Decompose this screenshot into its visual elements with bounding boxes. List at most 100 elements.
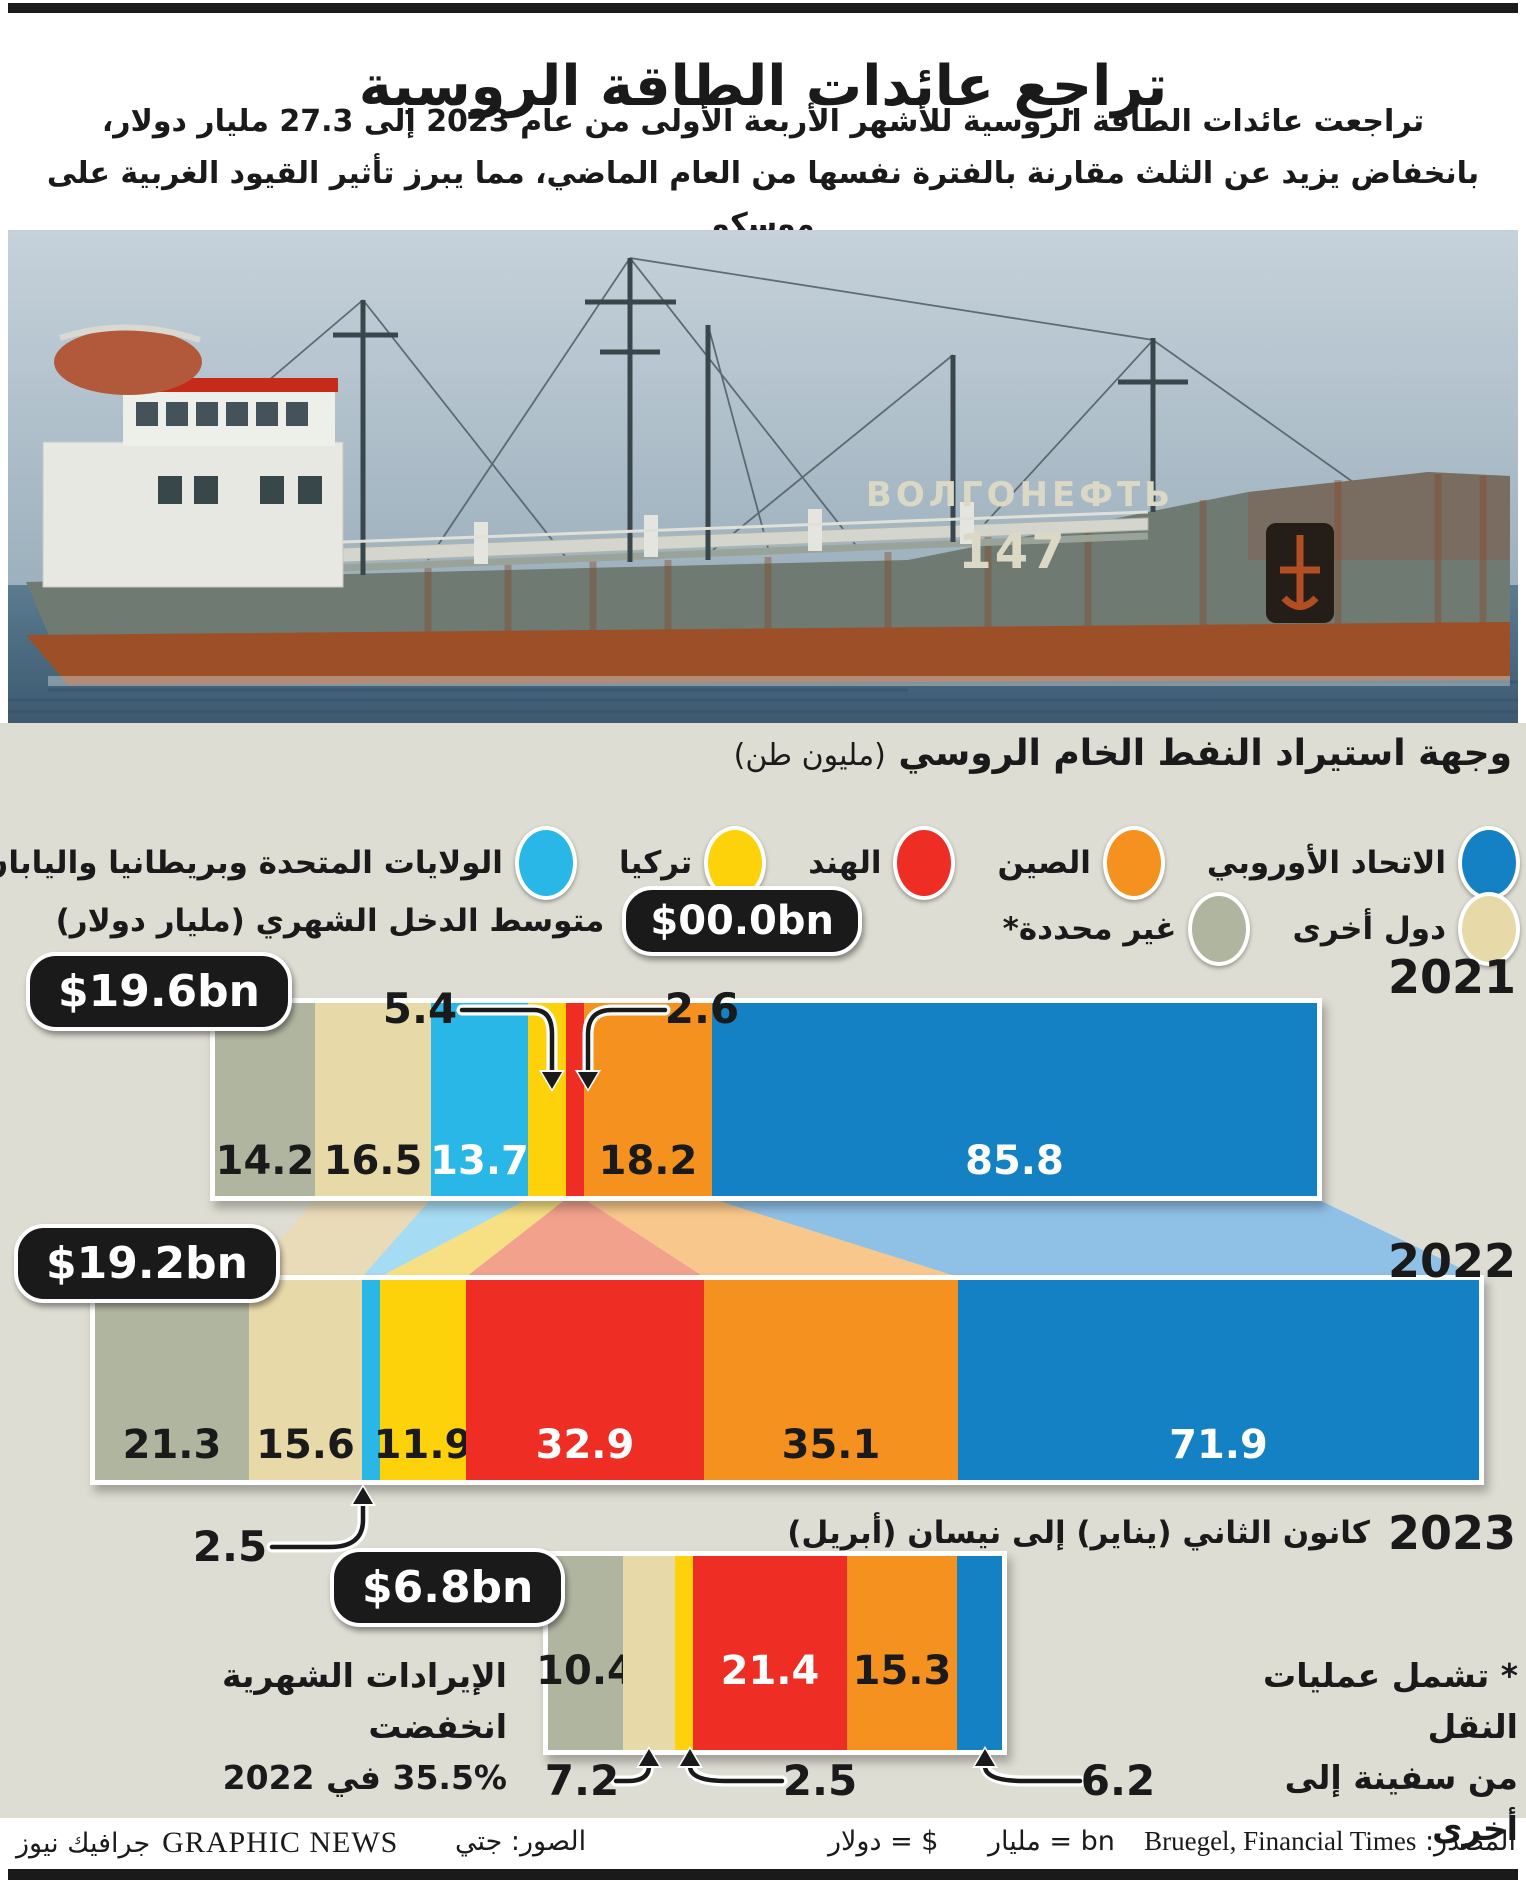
- seg-2022-india: 32.9: [466, 1280, 704, 1480]
- dollar-definition: $ = دولار: [828, 1826, 939, 1857]
- value-label: 14.2: [215, 1138, 315, 1184]
- revenue-note-line-1: الإيرادات الشهرية انخفضت: [221, 1656, 507, 1747]
- seg-2022-west: [362, 1280, 380, 1480]
- lifeboat: [54, 329, 202, 395]
- legend-label-other: دول أخرى: [1292, 911, 1446, 947]
- seg-2022-eu: 71.9: [958, 1280, 1479, 1480]
- waterline-rust-band: [26, 622, 1510, 685]
- davit: [59, 324, 201, 343]
- seg-2023-other: [623, 1556, 675, 1750]
- year-label-2022: 2022: [1387, 1234, 1516, 1288]
- cabin-windows: [158, 476, 322, 504]
- value-label: 15.6: [256, 1422, 355, 1468]
- deck-vents: [474, 502, 974, 564]
- unspecified-color-dot: [1188, 892, 1251, 966]
- legend-label-eu: الاتحاد الأوروبي: [1206, 845, 1446, 881]
- legend-badge-row: $00.0bn متوسط الدخل الشهري (مليار دولار): [56, 886, 862, 956]
- value-label: 21.3: [122, 1422, 222, 1468]
- bar-2022: 21.3 15.6 11.9 32.9 35.1 71.9: [90, 1275, 1484, 1485]
- income-badge-2022: $19.2bn: [14, 1224, 280, 1303]
- section-unit: (مليون طن): [733, 738, 886, 773]
- legend-row-1: الاتحاد الأوروبي الصين الهند تركيا الولا…: [0, 826, 1520, 900]
- tanker-photo: ВОЛГОНЕФТЬ 147: [8, 230, 1518, 723]
- source-line: المصدر: Bruegel, Financial Times: [1144, 1826, 1516, 1857]
- value-label: 85.8: [965, 1138, 1064, 1184]
- value-label: 16.5: [323, 1138, 423, 1184]
- seg-2021-other: 16.5: [315, 1003, 431, 1196]
- callout-2023-other: 7.2: [544, 1756, 620, 1805]
- legend-label-west: الولايات المتحدة وبريطانيا واليابان وكند…: [0, 845, 503, 881]
- section-heading-text: وجهة استيراد النفط الخام الروسي: [898, 733, 1512, 774]
- seg-2023-china: 15.3: [847, 1556, 957, 1750]
- sample-income-badge: $00.0bn: [622, 886, 862, 956]
- seg-2022-other: 15.6: [249, 1280, 362, 1480]
- value-label: 32.9: [535, 1422, 635, 1468]
- value-label: 10.4: [536, 1648, 635, 1694]
- seg-2023-turkey: [675, 1556, 693, 1750]
- legend-row-2: دول أخرى غير محددة*: [1003, 892, 1520, 966]
- income-badge-caption: متوسط الدخل الشهري (مليار دولار): [55, 903, 605, 939]
- value-label: 35.1: [781, 1422, 881, 1468]
- west-color-dot: [514, 826, 577, 900]
- seg-2021-india: [566, 1003, 584, 1196]
- asterisk-note: * تشمل عمليات النقل من سفينة إلى أخرى: [1218, 1650, 1518, 1855]
- legend-item-china: الصين: [997, 826, 1165, 900]
- revenue-note: الإيرادات الشهرية انخفضت 35.5% في 2022: [105, 1650, 507, 1803]
- ship-name-text: ВОЛГОНЕФТЬ: [866, 475, 1174, 515]
- rigging-lines: [192, 257, 1354, 561]
- year-row-2023: 2023 كانون الثاني (يناير) إلى نيسان (أبر…: [787, 1506, 1516, 1560]
- seg-2022-china: 35.1: [704, 1280, 958, 1480]
- legend-label-turkey: تركيا: [618, 845, 693, 881]
- india-color-dot: [893, 826, 956, 900]
- seg-2023-india: 21.4: [693, 1556, 847, 1750]
- value-label: 21.4: [720, 1648, 820, 1694]
- railing: [342, 510, 1149, 544]
- seg-2021-unspecified: 14.2: [215, 1003, 315, 1196]
- credit-arabic: جرافيك نيوز: [16, 1828, 151, 1859]
- ship-number-text: 147: [958, 524, 1067, 580]
- graphic-news-credit: جرافيك نيوز GRAPHIC NEWS: [16, 1826, 398, 1860]
- eu-color-dot: [1458, 826, 1520, 900]
- bar-2021: 14.2 16.5 13.7 18.2 85.8: [210, 998, 1322, 1201]
- bar-2023: 10.4 21.4 15.3: [536, 1551, 1007, 1755]
- legend-label-unspecified: غير محددة*: [1002, 911, 1177, 947]
- seg-2021-turkey: [528, 1003, 566, 1196]
- legend-item-west: الولايات المتحدة وبريطانيا واليابان وكند…: [0, 826, 577, 900]
- legend-item-other: دول أخرى: [1292, 892, 1520, 966]
- bridge-windows: [136, 402, 308, 426]
- value-label: 15.3: [852, 1648, 952, 1694]
- legend-label-china: الصين: [997, 845, 1091, 881]
- year-label-2023: 2023: [1387, 1506, 1516, 1560]
- page-subtitle: تراجعت عائدات الطاقة الروسية للأشهر الأر…: [40, 96, 1486, 251]
- subtitle-line-1: تراجعت عائدات الطاقة الروسية للأشهر الأر…: [101, 104, 1425, 139]
- value-label: 13.7: [430, 1138, 529, 1184]
- income-badge-2021: $19.6bn: [26, 952, 292, 1031]
- callout-2021-turkey: 5.4: [382, 984, 458, 1033]
- seg-2022-turkey: 11.9: [374, 1280, 472, 1480]
- legend-label-india: الهند: [808, 845, 882, 881]
- anchor-icon: [1280, 535, 1320, 610]
- credit-latin: GRAPHIC NEWS: [162, 1826, 399, 1859]
- top-rule: [8, 3, 1518, 13]
- asterisk-note-line-2: من سفينة إلى أخرى: [1284, 1758, 1518, 1849]
- callout-2023-eu: 6.2: [1080, 1756, 1156, 1805]
- income-badge-2023: $6.8bn: [330, 1548, 566, 1627]
- year-label-2021: 2021: [1387, 950, 1516, 1004]
- bn-definition: bn = مليار: [988, 1826, 1115, 1857]
- value-label: 18.2: [598, 1138, 698, 1184]
- section-heading: وجهة استيراد النفط الخام الروسي (مليون ط…: [734, 733, 1512, 774]
- year-note-2023: كانون الثاني (يناير) إلى نيسان (أبريل): [787, 1515, 1370, 1551]
- legend-item-eu: الاتحاد الأوروبي: [1207, 826, 1520, 900]
- value-label: 11.9: [373, 1422, 473, 1468]
- callout-2023-turkey: 2.5: [782, 1756, 858, 1805]
- value-label: 71.9: [1169, 1422, 1268, 1468]
- page-title: تراجع عائدات الطاقة الروسية: [358, 53, 1168, 119]
- seg-2023-eu: [957, 1556, 1002, 1750]
- callout-2022-west: 2.5: [192, 1522, 268, 1571]
- legend-item-unspecified: غير محددة*: [1003, 892, 1251, 966]
- seg-2022-unspecified: 21.3: [95, 1280, 249, 1480]
- callout-2021-india: 2.6: [664, 984, 740, 1033]
- revenue-note-line-2: 35.5% في 2022: [222, 1758, 507, 1798]
- bottom-rule: [8, 1869, 1518, 1880]
- superstructure: [42, 441, 344, 588]
